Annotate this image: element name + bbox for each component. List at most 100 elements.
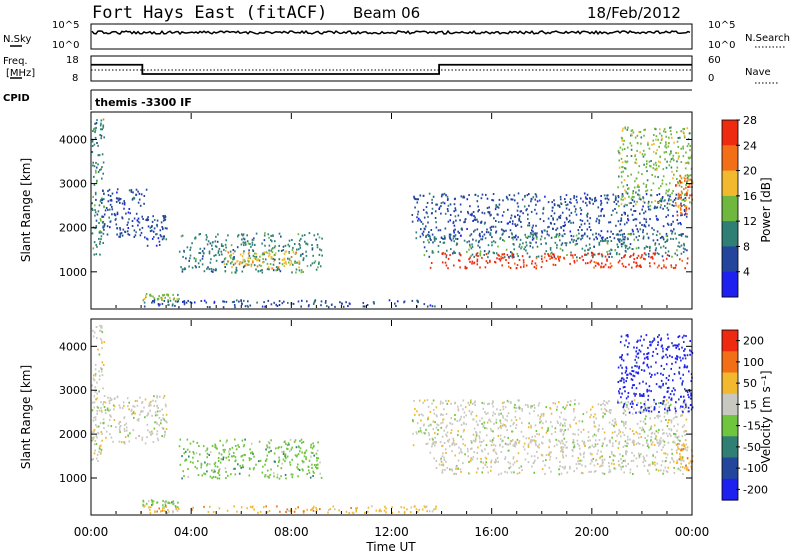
scatter-cell — [125, 422, 128, 425]
scatter-cell — [666, 333, 669, 336]
power-colorbar-label: Power [dB] — [759, 177, 773, 242]
scatter-cell — [638, 349, 641, 352]
scatter-cell — [275, 303, 277, 306]
scatter-cell — [564, 407, 566, 410]
scatter-cell — [604, 412, 606, 415]
scatter-cell — [137, 419, 140, 422]
scatter-cell — [131, 220, 134, 222]
scatter-cell — [481, 235, 484, 238]
scatter-cell — [454, 207, 457, 210]
scatter-cell — [94, 128, 97, 131]
scatter-cell — [657, 341, 659, 344]
scatter-cell — [513, 445, 516, 447]
scatter-cell — [112, 404, 115, 407]
scatter-cell — [91, 232, 94, 235]
scatter-cell — [527, 218, 529, 220]
scatter-cell — [385, 507, 387, 510]
scatter-cell — [187, 299, 189, 302]
scatter-cell — [101, 128, 104, 131]
scatter-cell — [673, 141, 675, 144]
scatter-cell — [674, 407, 677, 410]
scatter-cell — [670, 367, 672, 370]
scatter-cell — [412, 444, 415, 447]
scatter-cell — [572, 432, 574, 435]
scatter-cell — [146, 436, 148, 439]
scatter-cell — [676, 461, 679, 464]
scatter-cell — [466, 447, 469, 450]
scatter-cell — [666, 160, 668, 163]
scatter-cell — [243, 299, 245, 302]
scatter-cell — [130, 189, 133, 192]
scatter-cell — [139, 204, 142, 207]
scatter-cell — [149, 409, 151, 412]
scatter-cell — [274, 460, 276, 463]
scatter-cell — [297, 506, 299, 509]
scatter-cell — [685, 151, 687, 154]
scatter-cell — [440, 461, 443, 463]
scatter-cell — [607, 253, 609, 256]
scatter-cell — [603, 240, 605, 242]
scatter-cell — [652, 239, 655, 242]
scatter-cell — [600, 195, 602, 197]
scatter-cell — [547, 226, 549, 229]
scatter-cell — [605, 401, 608, 404]
scatter-cell — [479, 254, 481, 257]
scatter-cell — [623, 211, 626, 214]
scatter-cell — [197, 460, 199, 463]
scatter-cell — [133, 196, 135, 199]
scatter-cell — [431, 233, 434, 236]
scatter-cell — [646, 408, 649, 411]
scatter-cell — [98, 390, 100, 393]
scatter-cell — [683, 176, 685, 179]
scatter-cell — [520, 210, 523, 213]
scatter-cell — [414, 206, 416, 209]
scatter-cell — [507, 443, 509, 446]
scatter-cell — [98, 169, 101, 172]
scatter-cell — [462, 442, 464, 445]
scatter-cell — [599, 456, 602, 459]
scatter-cell — [426, 305, 429, 308]
scatter-cell — [100, 231, 103, 234]
scatter-cell — [662, 382, 664, 385]
scatter-cell — [203, 270, 206, 273]
scatter-cell — [598, 215, 600, 218]
scatter-cell — [682, 459, 685, 462]
scatter-cell — [345, 510, 348, 513]
scatter-cell — [442, 201, 444, 204]
scatter-cell — [99, 231, 101, 234]
scatter-cell — [479, 440, 481, 443]
scatter-cell — [665, 143, 667, 146]
scatter-cell — [653, 407, 656, 410]
scatter-cell — [207, 510, 210, 513]
scatter-cell — [147, 500, 150, 503]
scatter-cell — [165, 428, 168, 430]
scatter-cell — [627, 345, 629, 348]
scatter-cell — [513, 248, 515, 251]
scatter-cell — [298, 243, 300, 245]
scatter-cell — [116, 188, 119, 191]
scatter-cell — [482, 439, 485, 442]
scatter-cell — [289, 263, 291, 266]
scatter-cell — [421, 508, 424, 511]
scatter-cell — [512, 430, 514, 433]
scatter-cell — [540, 420, 542, 423]
scatter-cell — [432, 442, 435, 445]
scatter-cell — [471, 458, 474, 461]
scatter-cell — [662, 238, 665, 241]
scatter-cell — [680, 414, 682, 417]
scatter-cell — [639, 264, 642, 267]
scatter-cell — [639, 221, 641, 224]
scatter-cell — [681, 383, 683, 386]
scatter-cell — [601, 262, 603, 265]
scatter-cell — [601, 472, 604, 475]
scatter-cell — [105, 430, 108, 433]
scatter-cell — [623, 381, 625, 384]
scatter-cell — [143, 195, 146, 197]
scatter-cell — [589, 217, 591, 220]
scatter-cell — [238, 300, 240, 303]
scatter-cell — [680, 448, 683, 451]
scatter-cell — [670, 126, 672, 129]
scatter-cell — [480, 238, 482, 241]
scatter-cell — [534, 198, 537, 201]
scatter-cell — [199, 233, 201, 235]
